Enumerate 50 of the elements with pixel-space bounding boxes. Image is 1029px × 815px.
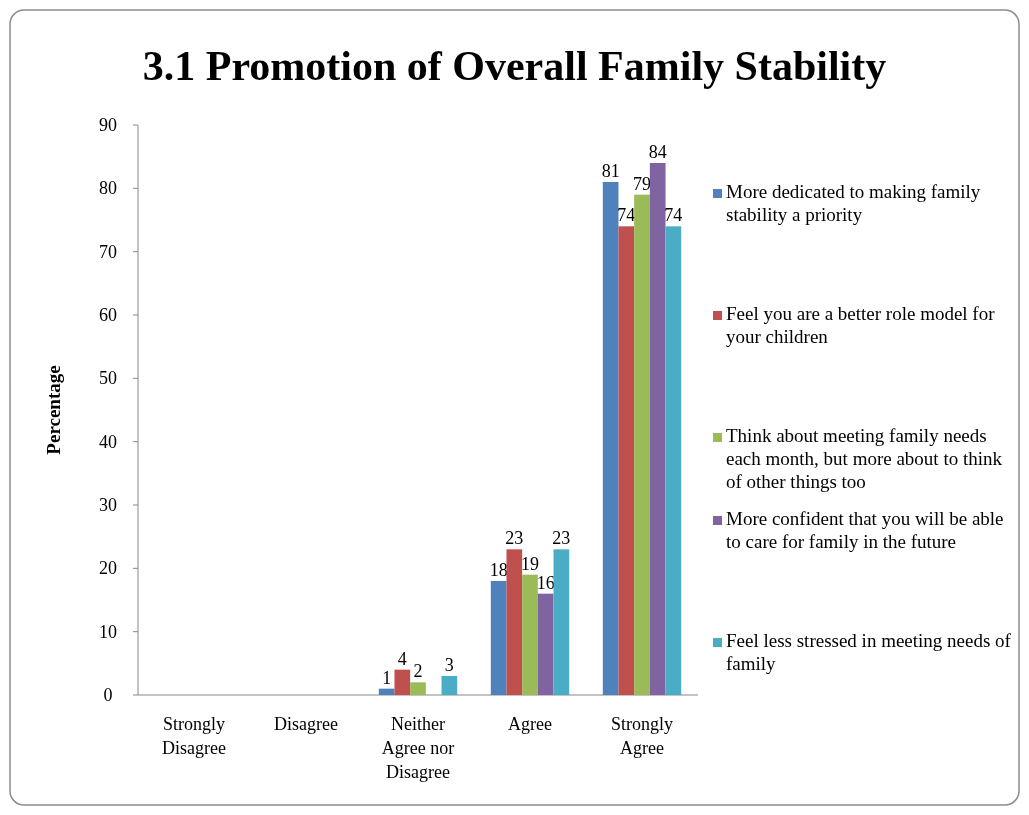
bar [490, 581, 507, 695]
data-label: 2 [413, 661, 423, 682]
data-label: 81 [601, 161, 620, 181]
data-label: 79 [633, 173, 651, 194]
bar [618, 226, 635, 695]
data-label: 84 [648, 142, 667, 162]
data-label: 74 [617, 205, 636, 226]
y-tick-label: 30 [99, 495, 117, 515]
bar [410, 682, 426, 695]
x-tick-label: Disagree [274, 714, 338, 734]
y-tick-label: 0 [103, 685, 113, 705]
bar [634, 194, 650, 695]
x-tick-label: Strongly Disagree [162, 714, 226, 758]
bar [506, 549, 523, 695]
y-tick-label: 20 [99, 558, 117, 579]
y-tick-label: 70 [99, 241, 117, 262]
legend-label: Feel less stressed in meeting needs of family [726, 630, 1012, 674]
bar [649, 163, 666, 695]
y-axis-title: Percentage [43, 365, 64, 455]
legend-label: More confident that you will be able to care for family in the future [726, 508, 1004, 552]
data-label: 1 [382, 667, 392, 688]
data-label: 23 [505, 528, 524, 549]
y-tick-label: 40 [99, 431, 117, 452]
bar [665, 226, 682, 695]
legend-label: Think about meeting family needs each month, but more about to think of other things too [726, 425, 1003, 492]
legend-label: Feel you are a better role model for your children [726, 303, 996, 347]
bar [602, 182, 619, 695]
y-tick-label: 10 [99, 621, 117, 642]
data-label: 16 [536, 572, 555, 593]
x-tick-label: Strongly Agree [610, 714, 674, 758]
chart-title: 3.1 Promotion of Overall Family Stability [142, 43, 887, 89]
legend-label: More dedicated to making family stability a priority [726, 181, 981, 225]
bar [553, 549, 570, 695]
bar [378, 688, 395, 695]
y-tick-label: 90 [99, 115, 117, 135]
data-label: 19 [521, 553, 539, 574]
x-tick-label: Agree [508, 714, 552, 734]
bar [522, 574, 538, 695]
data-label: 18 [489, 560, 508, 580]
bar [441, 676, 458, 695]
bar [537, 593, 554, 695]
x-tick-label: Neither Agree nor Disagree [381, 714, 455, 782]
y-tick-label: 60 [99, 305, 117, 325]
bar [394, 669, 411, 695]
data-label: 23 [552, 528, 571, 549]
y-tick-label: 80 [99, 178, 117, 199]
data-label: 4 [397, 648, 407, 669]
y-tick-label: 50 [99, 368, 117, 389]
data-label: 74 [664, 205, 683, 226]
data-label: 3 [444, 655, 454, 675]
